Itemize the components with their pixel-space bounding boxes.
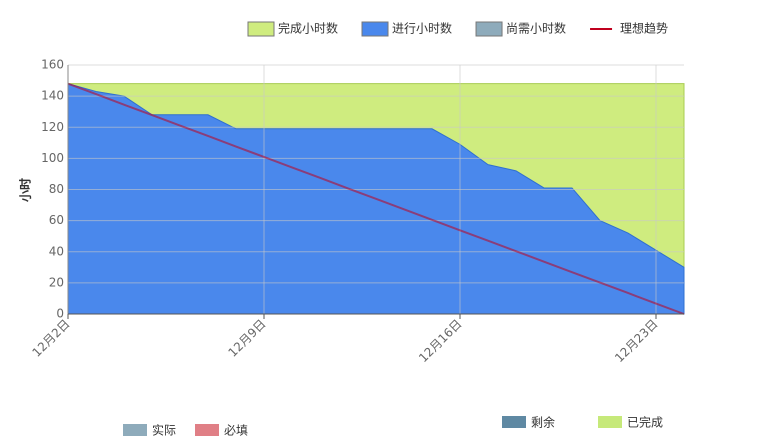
- footer-legend-label: 实际: [152, 423, 176, 438]
- footer-legend-swatch: [195, 424, 219, 436]
- legend-swatch: [361, 21, 389, 37]
- ideal-line: [67, 82, 685, 315]
- footer-legend-label: 必填: [224, 424, 248, 438]
- legend-swatch: [247, 21, 275, 37]
- legend-label: 尚需小时数: [506, 21, 566, 36]
- x-tick-label: 12月16日: [416, 317, 464, 365]
- footer-legend-swatch: [598, 416, 622, 428]
- x-tick-label: 12月23日: [612, 317, 660, 365]
- footer-legend-label: 剩余: [531, 415, 555, 430]
- legend-label: 进行小时数: [392, 21, 452, 36]
- y-tick-label: 160: [41, 58, 64, 72]
- y-axis-label: 小时: [18, 178, 33, 202]
- y-tick-label: 80: [49, 182, 64, 196]
- y-tick-label: 100: [41, 151, 64, 165]
- y-tick-label: 20: [49, 275, 64, 289]
- y-tick-label: 120: [41, 120, 64, 134]
- legend-swatch: [475, 21, 503, 37]
- x-tick-label: 12月9日: [226, 317, 269, 360]
- y-tick-label: 140: [41, 89, 64, 103]
- legend-label: 完成小时数: [278, 21, 338, 36]
- legend-label: 理想趋势: [620, 21, 668, 36]
- y-tick-label: 60: [49, 213, 64, 227]
- footer-legend-label: 已完成: [627, 415, 663, 430]
- x-tick-label: 12月2日: [30, 317, 73, 360]
- footer-legend-swatch: [502, 416, 526, 428]
- y-tick-label: 0: [56, 307, 64, 321]
- y-tick-label: 40: [49, 244, 64, 258]
- footer-legend-swatch: [123, 424, 147, 436]
